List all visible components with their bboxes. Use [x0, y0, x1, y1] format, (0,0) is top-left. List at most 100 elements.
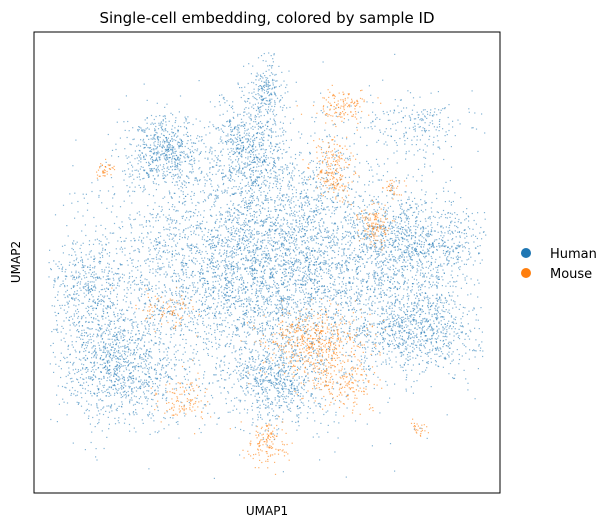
scatter-point	[296, 235, 297, 236]
scatter-point	[292, 178, 293, 179]
scatter-point	[230, 307, 231, 308]
scatter-point	[232, 232, 233, 233]
scatter-point	[189, 277, 190, 278]
scatter-point	[232, 253, 233, 254]
scatter-point	[269, 285, 270, 286]
scatter-point	[323, 192, 324, 193]
scatter-point	[242, 229, 243, 230]
scatter-point	[187, 243, 188, 244]
scatter-point	[348, 335, 349, 336]
scatter-point	[124, 255, 125, 256]
scatter-point	[329, 242, 330, 243]
scatter-point	[256, 232, 257, 233]
scatter-point	[191, 275, 192, 276]
scatter-point	[129, 253, 130, 254]
scatter-point	[283, 257, 284, 258]
scatter-point	[342, 260, 343, 261]
scatter-point	[379, 130, 380, 131]
scatter-point	[170, 290, 171, 291]
scatter-point	[366, 239, 367, 240]
scatter-point	[341, 244, 342, 245]
scatter-point	[237, 334, 238, 335]
scatter-point	[197, 202, 198, 203]
scatter-point	[272, 153, 273, 154]
scatter-point	[333, 237, 334, 238]
scatter-point	[251, 208, 252, 209]
scatter-point	[307, 257, 308, 258]
scatter-point	[151, 356, 152, 357]
scatter-point	[246, 240, 247, 241]
scatter-point	[83, 194, 84, 195]
scatter-point	[301, 191, 302, 192]
scatter-point	[283, 282, 284, 283]
scatter-point	[369, 195, 370, 196]
scatter-point	[184, 312, 185, 313]
scatter-point	[361, 312, 362, 313]
scatter-point	[196, 353, 197, 354]
scatter-point	[171, 306, 172, 307]
scatter-point	[214, 412, 215, 413]
scatter-point	[386, 259, 387, 260]
scatter-point	[207, 283, 208, 284]
scatter-point	[420, 199, 421, 200]
scatter-point	[408, 298, 409, 299]
scatter-point	[242, 363, 243, 364]
scatter-point	[238, 249, 239, 250]
scatter-point	[282, 110, 283, 111]
scatter-point	[385, 265, 386, 266]
scatter-point	[321, 244, 322, 245]
scatter-point	[225, 346, 226, 347]
scatter-point	[231, 255, 232, 256]
scatter-point	[149, 194, 150, 195]
scatter-point	[285, 253, 286, 254]
scatter-point	[316, 340, 317, 341]
scatter-point	[179, 236, 180, 237]
scatter-point	[105, 291, 106, 292]
scatter-point	[278, 310, 279, 311]
scatter-point	[257, 382, 258, 383]
scatter-point	[332, 258, 333, 259]
scatter-point	[383, 209, 384, 210]
scatter-point	[148, 355, 149, 356]
scatter-point	[277, 308, 278, 309]
scatter-point	[177, 131, 178, 132]
scatter-point	[227, 277, 228, 278]
scatter-point	[292, 163, 293, 164]
scatter-point	[277, 188, 278, 189]
scatter-point	[430, 224, 431, 225]
scatter-point	[291, 172, 292, 173]
scatter-point	[275, 166, 276, 167]
scatter-point	[136, 277, 137, 278]
scatter-point	[227, 266, 228, 267]
scatter-point	[447, 414, 448, 415]
scatter-point	[433, 142, 434, 143]
scatter-point	[191, 225, 192, 226]
scatter-point	[147, 205, 148, 206]
scatter-point	[280, 265, 281, 266]
scatter-point	[326, 246, 327, 247]
scatter-point	[407, 316, 408, 317]
scatter-point	[314, 121, 315, 122]
scatter-point	[205, 315, 206, 316]
scatter-point	[285, 264, 286, 265]
scatter-point	[384, 242, 385, 243]
scatter-point	[267, 301, 268, 302]
scatter-point	[291, 266, 292, 267]
scatter-point	[200, 228, 201, 229]
scatter-point	[194, 193, 195, 194]
scatter-point	[150, 249, 151, 250]
scatter-point	[152, 399, 153, 400]
scatter-point	[304, 229, 305, 230]
scatter-point	[243, 314, 244, 315]
scatter-point	[326, 263, 327, 264]
scatter-point	[431, 202, 432, 203]
scatter-point	[346, 197, 347, 198]
scatter-point	[175, 273, 176, 274]
scatter-point	[335, 152, 336, 153]
scatter-point	[299, 253, 300, 254]
scatter-point	[191, 330, 192, 331]
scatter-point	[240, 287, 241, 288]
scatter-point	[340, 292, 341, 293]
scatter-point	[390, 279, 391, 280]
scatter-point	[239, 231, 240, 232]
